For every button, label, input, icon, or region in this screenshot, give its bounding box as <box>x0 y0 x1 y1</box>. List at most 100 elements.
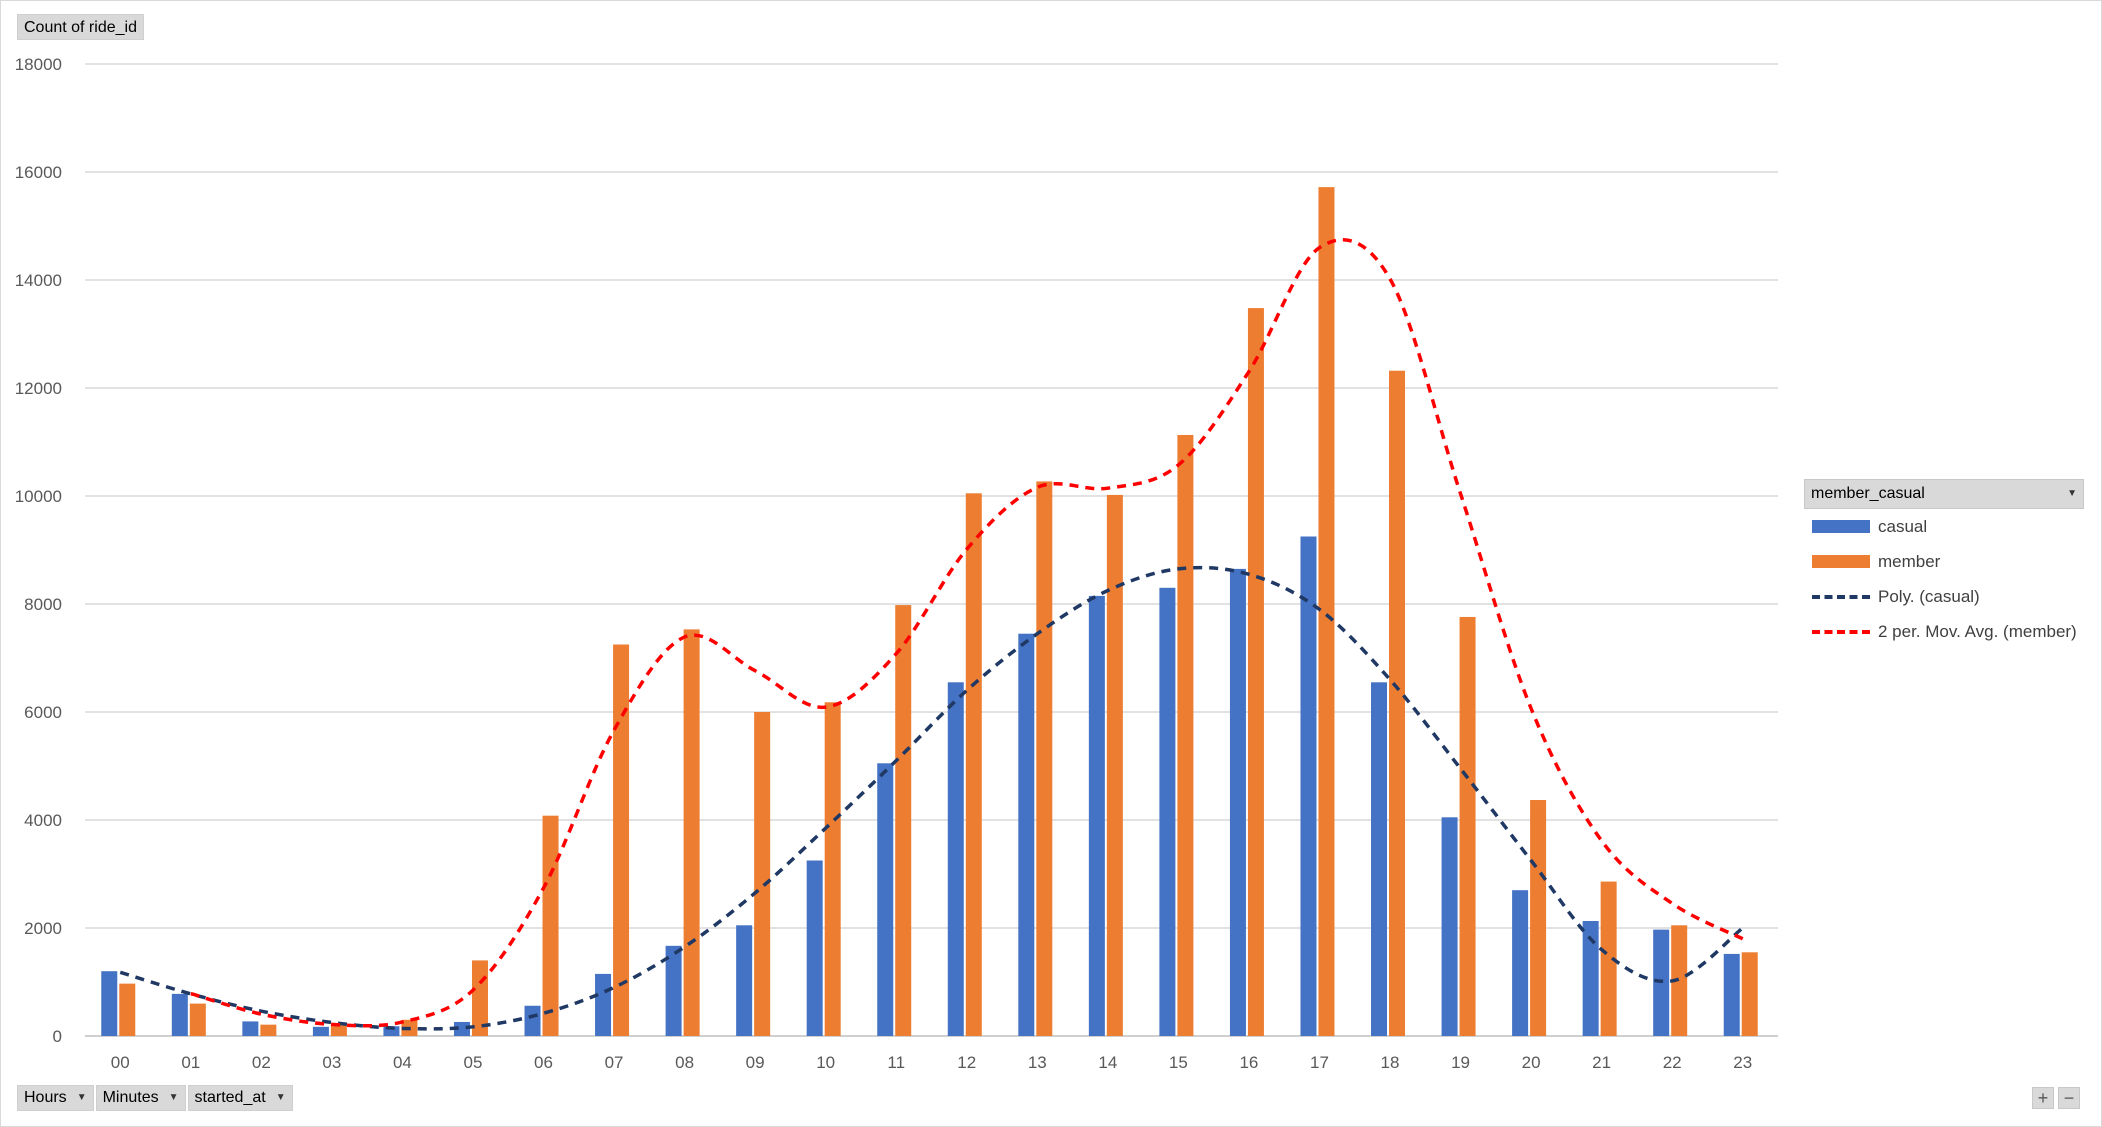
x-tick-label: 09 <box>746 1053 765 1072</box>
value-field-label: Count of ride_id <box>24 19 137 36</box>
bar-member <box>1247 308 1264 1037</box>
x-tick-label: 12 <box>957 1053 976 1072</box>
bar-member <box>119 983 136 1036</box>
bar-member <box>895 605 912 1036</box>
x-tick-label: 04 <box>393 1053 412 1072</box>
bar-member <box>1389 370 1406 1037</box>
legend: member_casual ▼ casual member Poly. (cas… <box>1804 479 2084 649</box>
bar-member <box>1459 616 1476 1036</box>
x-tick-label: 23 <box>1733 1053 1752 1072</box>
legend-swatch-member <box>1812 555 1870 568</box>
minus-icon: − <box>2063 1088 2075 1108</box>
plus-icon: + <box>2037 1088 2049 1108</box>
dropdown-arrow-icon: ▼ <box>168 1092 179 1103</box>
bar-member <box>1177 434 1194 1037</box>
x-tick-label: 11 <box>887 1053 905 1072</box>
bar-casual <box>1229 568 1246 1036</box>
x-tick-label: 00 <box>111 1053 130 1072</box>
bar-casual <box>806 860 823 1036</box>
axis-field-label: Minutes <box>102 1089 159 1106</box>
bar-member <box>1600 881 1617 1036</box>
y-tick-label: 18000 <box>15 55 62 74</box>
x-tick-label: 02 <box>252 1053 271 1072</box>
bar-member <box>683 629 700 1036</box>
bar-member <box>613 644 630 1036</box>
bar-casual <box>242 1021 259 1036</box>
bar-casual <box>665 945 682 1036</box>
bar-member <box>754 712 771 1036</box>
y-axis-ticks: 0 2000 4000 6000 8000 10000 12000 14000 16000 180… <box>15 55 62 1046</box>
y-tick-label: 12000 <box>15 379 62 398</box>
x-tick-label: 06 <box>534 1053 553 1072</box>
bar-casual <box>1441 817 1458 1036</box>
axis-field-minutes[interactable]: Minutes ▼ <box>95 1085 186 1111</box>
bar-member <box>824 702 841 1036</box>
y-tick-label: 4000 <box>24 811 62 830</box>
y-tick-label: 0 <box>53 1027 62 1046</box>
x-tick-label: 05 <box>464 1053 483 1072</box>
bar-casual <box>524 1005 541 1036</box>
bar-casual <box>947 682 964 1036</box>
value-field-button[interactable]: Count of ride_id <box>17 14 144 40</box>
bar-member <box>189 1003 206 1036</box>
legend-swatch-mov-avg-member <box>1812 629 1870 634</box>
dropdown-arrow-icon: ▼ <box>2067 488 2077 499</box>
x-tick-label: 07 <box>605 1053 624 1072</box>
x-tick-label: 13 <box>1028 1053 1047 1072</box>
x-tick-label: 17 <box>1310 1053 1329 1072</box>
bar-member <box>1318 187 1335 1036</box>
bar-casual <box>312 1026 329 1036</box>
bar-member <box>1106 494 1123 1036</box>
bar-casual <box>877 763 894 1036</box>
bar-member <box>260 1024 277 1036</box>
y-tick-label: 14000 <box>15 271 62 290</box>
bar-casual <box>736 925 753 1036</box>
legend-swatch-poly-casual <box>1812 594 1870 599</box>
trendline-poly-casual <box>119 565 1744 1031</box>
legend-entry-poly-casual: Poly. (casual) <box>1804 579 2084 614</box>
bar-casual <box>383 1026 400 1036</box>
legend-entry-mov-avg-member: 2 per. Mov. Avg. (member) <box>1804 614 2084 649</box>
x-tick-label: 08 <box>675 1053 694 1072</box>
bar-casual <box>1159 587 1176 1036</box>
bar-casual <box>1512 890 1529 1036</box>
x-tick-label: 18 <box>1381 1053 1400 1072</box>
bar-casual <box>1018 633 1035 1036</box>
axis-field-label: started_at <box>194 1089 266 1106</box>
x-tick-label: 10 <box>816 1053 835 1072</box>
bar-member <box>330 1024 347 1036</box>
bar-casual <box>1371 682 1388 1036</box>
legend-entry-casual: casual <box>1804 509 2084 544</box>
bar-member <box>1036 481 1053 1036</box>
trendlines <box>119 238 1744 1031</box>
y-tick-label: 8000 <box>24 595 62 614</box>
legend-swatch-casual <box>1812 520 1870 533</box>
x-tick-label: 21 <box>1592 1053 1611 1072</box>
collapse-button[interactable]: − <box>2058 1087 2080 1109</box>
bar-casual <box>1088 595 1105 1036</box>
axis-field-hours[interactable]: Hours ▼ <box>17 1085 94 1111</box>
y-tick-label: 2000 <box>24 919 62 938</box>
axis-field-buttons: Hours ▼ Minutes ▼ started_at ▼ <box>17 1085 293 1111</box>
bar-casual <box>1582 920 1599 1036</box>
legend-label: casual <box>1878 516 1928 536</box>
x-axis-ticks: 00 01 02 03 04 05 06 07 08 09 10 11 12 13 14 15 16 17 18 19… <box>111 1053 1752 1072</box>
x-tick-label: 20 <box>1522 1053 1541 1072</box>
x-tick-label: 16 <box>1239 1053 1258 1072</box>
legend-filter-button[interactable]: member_casual ▼ <box>1804 479 2084 509</box>
bar-member <box>965 493 982 1036</box>
legend-label: 2 per. Mov. Avg. (member) <box>1878 621 2077 641</box>
y-tick-label: 10000 <box>15 487 62 506</box>
x-tick-label: 03 <box>322 1053 341 1072</box>
bar-casual <box>101 971 118 1036</box>
y-tick-label: 16000 <box>15 163 62 182</box>
axis-field-started-at[interactable]: started_at ▼ <box>187 1085 293 1111</box>
expand-button[interactable]: + <box>2032 1087 2054 1109</box>
dropdown-arrow-icon: ▼ <box>76 1092 87 1103</box>
bar-casual <box>1300 536 1317 1036</box>
axis-field-label: Hours <box>24 1089 67 1106</box>
x-tick-label: 19 <box>1451 1053 1470 1072</box>
legend-title: member_casual <box>1811 485 1925 502</box>
x-tick-label: 14 <box>1098 1053 1117 1072</box>
